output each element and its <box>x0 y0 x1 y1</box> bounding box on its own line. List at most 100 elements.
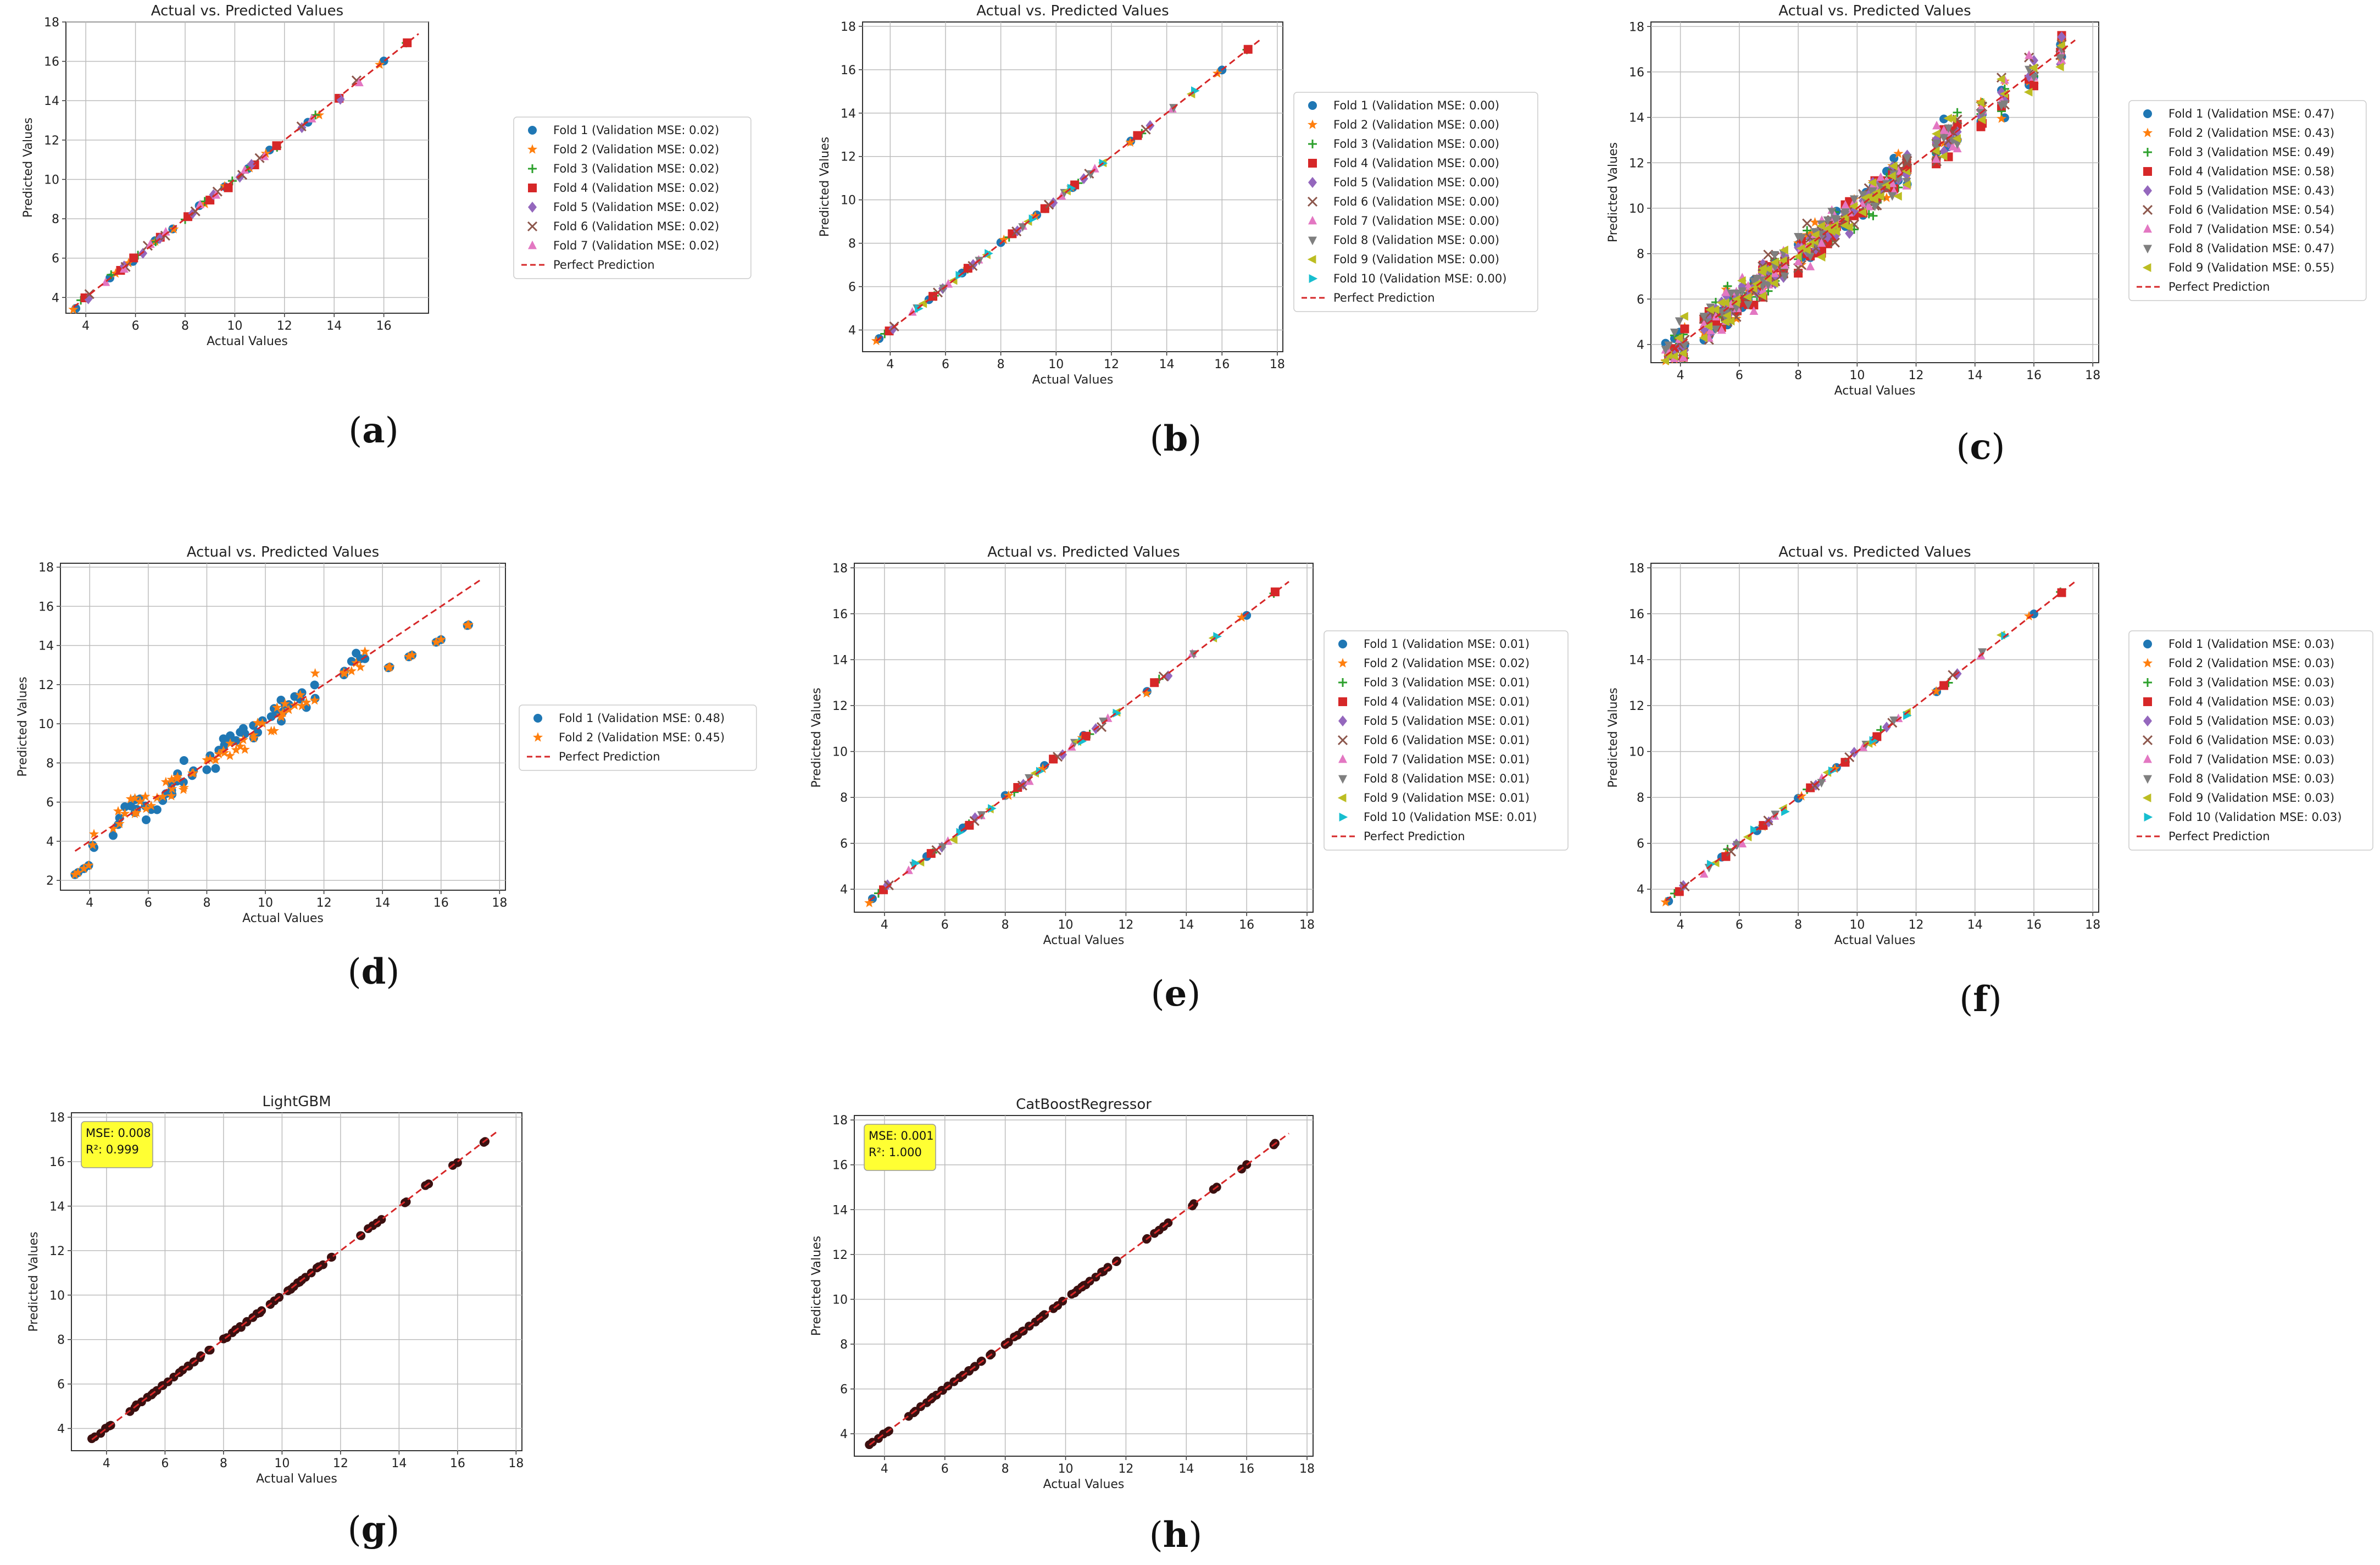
data-point <box>1948 670 1958 680</box>
data-point <box>1932 120 1942 130</box>
data-point <box>1706 325 1715 334</box>
legend-entry: Fold 4 (Validation MSE: 0.01) <box>1364 695 1530 708</box>
data-point <box>84 860 94 870</box>
x-tick-label: 6 <box>144 896 152 910</box>
legend-marker <box>1337 658 1348 668</box>
legend-marker <box>2143 245 2152 254</box>
x-axis-label: Actual Values <box>1834 384 1916 398</box>
data-point <box>1660 897 1671 907</box>
x-tick-label: 10 <box>274 1457 290 1470</box>
data-point <box>202 765 212 774</box>
data-point <box>205 753 215 763</box>
data-point <box>1716 298 1726 307</box>
legend-marker <box>1338 775 1347 784</box>
data-point <box>1141 688 1152 698</box>
y-tick-label: 14 <box>38 640 54 653</box>
data-point <box>131 807 142 817</box>
x-tick-label: 16 <box>2026 369 2042 382</box>
data-point <box>1881 181 1890 190</box>
legend-entry: Fold 5 (Validation MSE: 0.02) <box>553 201 719 214</box>
data-point <box>1844 223 1853 232</box>
data-point <box>1017 780 1027 791</box>
data-point <box>1901 158 1912 169</box>
y-tick-label: 18 <box>1629 562 1644 575</box>
x-tick-label: 6 <box>1736 918 1743 932</box>
data-point <box>1806 262 1815 270</box>
data-point <box>336 93 345 105</box>
data-point <box>1944 124 1953 134</box>
y-tick-label: 10 <box>1629 202 1644 216</box>
x-tick-label: 16 <box>1239 918 1254 932</box>
data-point <box>436 634 446 644</box>
x-axis-label: Actual Values <box>1032 373 1114 387</box>
y-tick-label: 14 <box>841 107 856 121</box>
x-tick-label: 18 <box>2085 369 2100 382</box>
x-tick-label: 12 <box>1104 358 1119 371</box>
legend-box <box>519 704 757 771</box>
legend-marker <box>2143 697 2152 706</box>
legend-entry: Fold 1 (Validation MSE: 0.00) <box>1333 99 1499 112</box>
legend-marker <box>527 221 538 232</box>
legend-entry: Fold 2 (Validation MSE: 0.02) <box>553 143 719 156</box>
data-point <box>1944 137 1953 149</box>
legend-entry: Fold 7 (Validation MSE: 0.54) <box>2168 223 2334 236</box>
data-point <box>1125 137 1136 147</box>
y-tick-label: 16 <box>44 56 59 69</box>
legend-marker <box>1338 678 1347 687</box>
data-point <box>142 815 151 824</box>
data-point <box>1868 194 1877 203</box>
y-tick-label: 8 <box>57 1334 65 1347</box>
data-point <box>167 783 177 793</box>
legend-marker <box>2144 813 2153 822</box>
data-point <box>166 791 177 801</box>
data-point <box>1953 140 1962 149</box>
data-point <box>120 808 130 818</box>
perfect-prediction-line <box>1665 39 2076 357</box>
legend-entry: Fold 10 (Validation MSE: 0.00) <box>1333 272 1506 285</box>
y-tick-label: 10 <box>841 194 856 208</box>
x-axis-label: Actual Values <box>1834 934 1916 947</box>
data-point <box>1669 352 1678 361</box>
y-tick-label: 10 <box>44 173 59 187</box>
data-point <box>1978 109 1987 119</box>
legend-entry: Fold 9 (Validation MSE: 0.55) <box>2168 261 2334 274</box>
data-point <box>1749 306 1759 315</box>
data-point <box>463 619 474 629</box>
y-tick-label: 16 <box>841 64 856 77</box>
data-point <box>1948 142 1958 151</box>
data-point <box>240 165 249 174</box>
x-tick-label: 10 <box>1058 1462 1074 1476</box>
data-point <box>1869 736 1878 745</box>
data-point <box>146 800 157 811</box>
legend-entry: Fold 6 (Validation MSE: 0.03) <box>2168 734 2334 747</box>
x-tick-label: 10 <box>1048 358 1064 371</box>
data-point <box>1213 632 1222 641</box>
data-point <box>911 859 921 868</box>
data-point <box>2028 63 2038 73</box>
data-point <box>146 239 155 248</box>
perfect-prediction-line <box>91 1130 499 1440</box>
data-point <box>1827 207 1837 217</box>
y-tick-label: 14 <box>832 653 848 667</box>
legend-entry: Fold 8 (Validation MSE: 0.01) <box>1364 772 1530 785</box>
x-axis-label: Actual Values <box>207 335 288 348</box>
x-tick-label: 12 <box>1909 918 1924 932</box>
legend-marker <box>1338 715 1347 726</box>
data-point <box>1858 208 1867 217</box>
data-point <box>346 665 357 675</box>
x-tick-label: 4 <box>886 358 894 371</box>
y-tick-label: 18 <box>832 1114 848 1128</box>
legend-entry: Fold 2 (Validation MSE: 0.03) <box>2168 657 2334 670</box>
legend-entry: Fold 3 (Validation MSE: 0.49) <box>2168 146 2334 159</box>
data-point <box>1758 264 1767 273</box>
data-point <box>1977 115 1986 125</box>
data-point <box>1810 217 1820 227</box>
legend-entry: Perfect Prediction <box>2168 830 2270 843</box>
data-point <box>1876 172 1886 181</box>
legend-entry: Fold 3 (Validation MSE: 0.00) <box>1333 137 1499 151</box>
legend-entry: Fold 7 (Validation MSE: 0.03) <box>2168 753 2334 766</box>
x-tick-label: 12 <box>1909 369 1924 382</box>
x-tick-label: 8 <box>1002 1462 1009 1476</box>
panel-c: 4 6 8 10 12 14 16 18 4 6 8 10 12 14 16 18 Actual vs. Pre… <box>1606 3 2367 468</box>
legend-entry: Fold 1 (Validation MSE: 0.48) <box>559 712 725 725</box>
